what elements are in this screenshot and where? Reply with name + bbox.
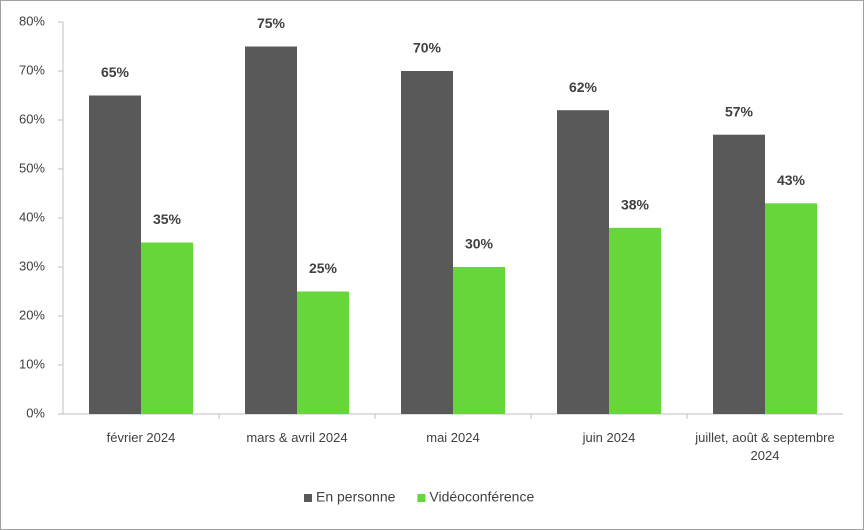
- bar: [245, 46, 297, 414]
- x-tick-label: février 2024: [106, 430, 176, 445]
- value-label: 30%: [465, 236, 494, 252]
- bar: [557, 110, 609, 414]
- y-tick-label: 10%: [19, 356, 45, 371]
- y-tick-label: 0%: [26, 405, 45, 420]
- bar: [141, 242, 193, 414]
- y-tick-label: 80%: [19, 13, 45, 28]
- y-tick-label: 60%: [19, 111, 45, 126]
- legend-swatch: [417, 494, 426, 502]
- bar: [453, 267, 505, 414]
- bar: [713, 134, 765, 414]
- value-label: 70%: [413, 40, 442, 56]
- bar: [765, 203, 817, 414]
- y-tick-label: 50%: [19, 160, 45, 175]
- value-label: 38%: [621, 197, 650, 213]
- value-label: 62%: [569, 79, 598, 95]
- y-tick-label: 20%: [19, 307, 45, 322]
- value-label: 57%: [725, 103, 754, 119]
- x-tick-label: juin 2024: [582, 430, 636, 445]
- value-label: 43%: [777, 172, 806, 188]
- value-label: 65%: [101, 64, 130, 80]
- legend-label: Vidéoconférence: [429, 489, 534, 505]
- bar: [401, 71, 453, 414]
- value-label: 25%: [309, 260, 338, 276]
- x-tick-label: mars & avril 2024: [246, 430, 348, 445]
- legend-swatch: [304, 494, 312, 502]
- x-tick-label: mai 2024: [426, 430, 480, 445]
- value-label: 75%: [257, 15, 286, 31]
- x-tick-label: juillet, août & septembre 2024: [695, 430, 835, 463]
- y-tick-label: 70%: [19, 62, 45, 77]
- legend-label: En personne: [316, 489, 396, 505]
- value-label: 35%: [153, 211, 182, 227]
- y-tick-label: 30%: [19, 258, 45, 273]
- bar: [297, 291, 349, 414]
- bar: [89, 95, 141, 414]
- bar: [609, 227, 661, 414]
- y-tick-label: 40%: [19, 209, 45, 224]
